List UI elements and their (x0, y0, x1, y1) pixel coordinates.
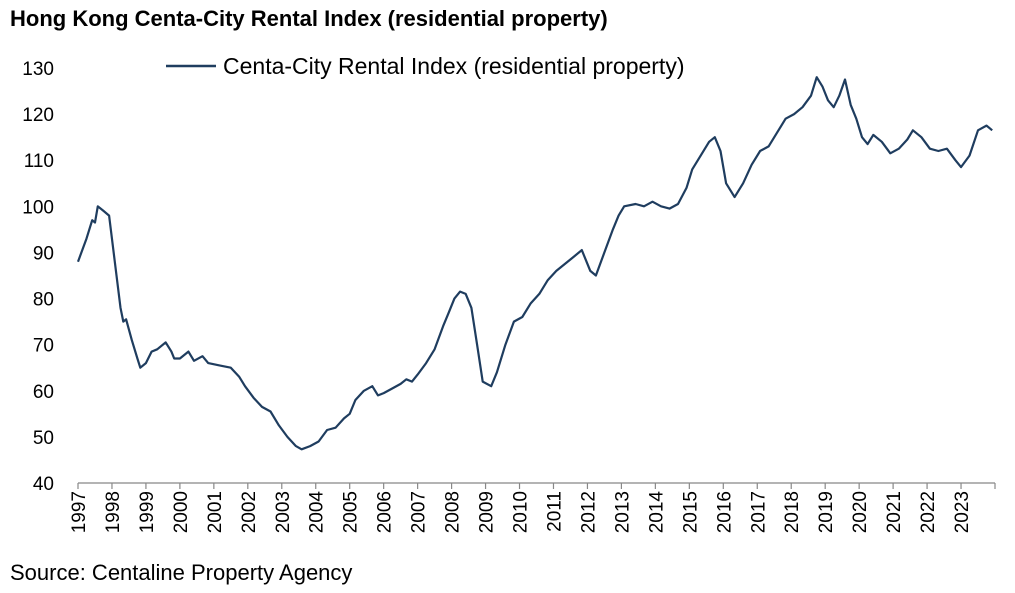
x-tick-label: 2021 (884, 491, 905, 533)
x-tick-label: 2016 (714, 491, 735, 533)
y-tick-label: 80 (33, 290, 54, 311)
y-tick-label: 130 (22, 59, 54, 80)
y-tick-label: 60 (33, 382, 54, 403)
y-tick-label: 100 (22, 197, 54, 218)
x-tick-label: 2014 (646, 491, 667, 534)
x-tick-label: 2003 (273, 491, 294, 533)
x-tick-label: 2013 (612, 491, 633, 533)
y-axis: 40 50 60 70 80 90 100 110 120 130 (22, 59, 54, 495)
x-tick-label: 1997 (69, 491, 90, 533)
chart-title: Hong Kong Centa-City Rental Index (resid… (10, 6, 608, 31)
x-tick-label: 2020 (850, 491, 871, 533)
x-tick-label: 2011 (544, 491, 565, 532)
x-tick-label: 2022 (918, 491, 939, 533)
y-tick-label: 110 (24, 151, 54, 172)
x-tick-label: 1999 (137, 491, 158, 533)
x-tick-label: 2023 (952, 491, 973, 533)
x-tick-label: 2010 (511, 491, 532, 533)
legend-label: Centa-City Rental Index (residential pro… (223, 53, 684, 79)
legend: Centa-City Rental Index (residential pro… (166, 53, 684, 79)
x-tick-label: 2005 (341, 491, 362, 533)
x-axis: 1997 1998 1999 2000 2001 2002 2003 2004 2005 2006… (69, 482, 996, 534)
series-group (76, 76, 993, 451)
x-tick-label: 2002 (239, 491, 260, 533)
x-tick-label: 2019 (816, 491, 837, 533)
x-tick-label: 2001 (205, 491, 226, 533)
y-tick-label: 50 (33, 428, 54, 449)
chart-source: Source: Centaline Property Agency (10, 560, 353, 585)
y-tick-label: 90 (33, 243, 54, 264)
x-tick-label: 2008 (443, 491, 464, 533)
x-tick-label: 2009 (477, 491, 498, 533)
x-tick-label: 1998 (103, 491, 124, 533)
x-tick-label: 2000 (171, 491, 192, 533)
y-tick-label: 70 (33, 336, 54, 357)
x-tick-label: 2004 (307, 491, 328, 534)
x-tick-label: 2012 (578, 491, 599, 533)
x-tick-label: 2007 (409, 491, 430, 533)
x-tick-label: 2018 (782, 491, 803, 533)
x-tick-label: 2017 (748, 491, 769, 533)
series-line (76, 76, 993, 451)
y-tick-label: 40 (33, 474, 54, 495)
x-tick-label: 2015 (680, 491, 701, 533)
x-tick-label: 2006 (375, 491, 396, 533)
y-tick-label: 120 (22, 105, 54, 126)
